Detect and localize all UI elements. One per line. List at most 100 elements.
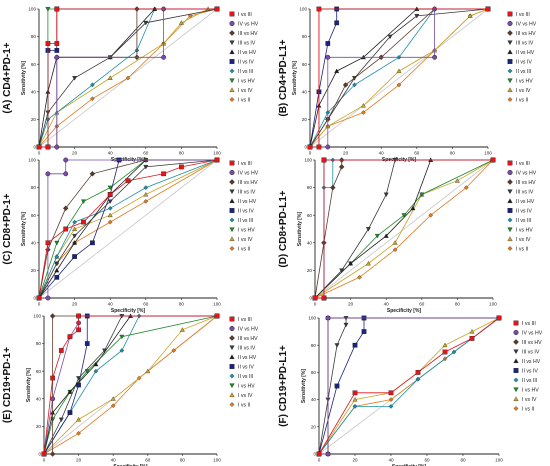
legend-label: II vs III	[516, 218, 531, 224]
data-point	[432, 54, 438, 60]
data-point	[93, 361, 99, 367]
data-point	[67, 334, 73, 340]
series-line-i-vs-ii	[314, 159, 494, 299]
panel-e: 00 20 20 40 40 60 60 80 80 100 100 Specificity [%] S…	[2, 313, 259, 466]
legend-item: II vs HV	[229, 49, 257, 56]
legend-item: III vs HV	[229, 335, 258, 342]
x-tick-label: 0	[43, 458, 46, 463]
x-tick-label: 60	[419, 302, 425, 307]
legend-item: I vs II	[229, 97, 250, 103]
x-tick-label: 0	[38, 151, 41, 156]
legend-marker	[507, 227, 513, 233]
legend-item: II vs HV	[513, 358, 541, 365]
legend-label: II vs IV	[522, 368, 538, 374]
data-point	[352, 342, 358, 348]
data-point	[107, 192, 113, 197]
legend-item: II vs III	[229, 217, 253, 224]
series-line-iii-vs-iv	[38, 8, 218, 148]
data-point	[72, 254, 77, 259]
x-tick-label: 40	[379, 151, 385, 156]
data-point	[383, 233, 389, 238]
legend-label: I vs II	[238, 97, 250, 103]
y-tick-label: 20	[302, 117, 308, 122]
data-point	[143, 20, 149, 26]
series-i-vs-iii	[312, 157, 496, 301]
data-point	[107, 185, 113, 191]
legend-item: II vs IV	[229, 59, 254, 65]
data-point	[365, 260, 371, 266]
legend-label: I vs HV	[238, 78, 255, 84]
data-point	[143, 199, 149, 204]
y-axis-label: Sensitivity [%]	[297, 212, 303, 247]
legend-marker	[507, 20, 513, 27]
series-iii-vs-iv	[36, 158, 220, 301]
legend-label: IV vs HV	[522, 330, 543, 336]
legend-label: I vs HV	[516, 227, 533, 233]
series-line-i-vs-iii	[310, 8, 488, 148]
legend-marker	[229, 20, 235, 27]
x-tick-label: 100	[495, 458, 503, 463]
data-point	[54, 240, 60, 246]
legend-label: I vs III	[522, 321, 536, 327]
y-tick-label: 60	[31, 213, 37, 218]
legend-item: I vs HV	[513, 387, 539, 393]
data-point	[54, 54, 60, 60]
legend-marker	[229, 402, 235, 407]
panel-f: 00 20 20 40 40 60 60 80 80 100 100 Specificity [%] S…	[278, 315, 543, 466]
data-point	[342, 82, 349, 88]
x-tick-label: 40	[108, 151, 114, 156]
data-point	[63, 171, 69, 177]
legend-label: II vs IV	[238, 208, 254, 214]
series-i-vs-iii	[316, 315, 502, 457]
legend-label: I vs HV	[516, 78, 533, 84]
series-line-i-vs-hv	[43, 315, 218, 455]
x-tick-label: 100	[213, 302, 221, 307]
data-point	[325, 54, 331, 60]
legend-label: II vs III	[522, 378, 537, 384]
legend-marker	[513, 368, 519, 373]
x-tick-label: 60	[143, 302, 149, 307]
legend-item: IV vs HV	[229, 325, 259, 332]
y-tick-label: 100	[28, 158, 36, 163]
legend-marker	[507, 208, 513, 213]
legend-marker	[229, 198, 235, 203]
y-tick-label: 80	[302, 34, 308, 39]
data-point	[396, 68, 402, 74]
x-tick-label: 20	[348, 302, 354, 307]
data-point	[76, 313, 81, 319]
data-point	[339, 268, 345, 273]
legend-marker	[229, 236, 235, 241]
x-tick-label: 20	[72, 151, 78, 156]
legend-label: III vs IV	[516, 189, 534, 195]
data-point	[102, 348, 108, 354]
data-point	[45, 7, 51, 12]
data-point	[325, 144, 331, 150]
x-tick-label: 40	[388, 458, 394, 463]
data-point	[41, 451, 47, 457]
y-tick-label: 40	[36, 396, 42, 401]
y-tick-label: 0	[38, 452, 41, 457]
legend-marker	[507, 97, 513, 102]
data-point	[110, 403, 116, 409]
data-point	[54, 48, 60, 53]
legend-marker	[229, 246, 235, 251]
x-tick-label: 20	[72, 302, 78, 307]
panel-title: (A) CD4+PD-1+	[2, 42, 13, 113]
x-tick-label: 100	[213, 458, 221, 463]
x-tick-label: 80	[455, 302, 461, 307]
reference-diagonal	[314, 159, 494, 299]
panel-c: 00 20 20 40 40 60 60 80 80 100 100 Specificity [%] S…	[2, 157, 259, 314]
y-tick-label: 60	[311, 370, 317, 375]
data-point	[325, 41, 331, 46]
data-point	[415, 370, 421, 375]
legend-item: I vs IV	[229, 392, 253, 399]
data-point	[383, 192, 389, 198]
y-axis-label: Sensitivity [%]	[21, 212, 27, 247]
legend-marker	[229, 78, 235, 84]
legend-marker	[513, 406, 519, 411]
y-tick-label: 0	[33, 296, 36, 301]
legend-label: I vs II	[516, 246, 528, 252]
